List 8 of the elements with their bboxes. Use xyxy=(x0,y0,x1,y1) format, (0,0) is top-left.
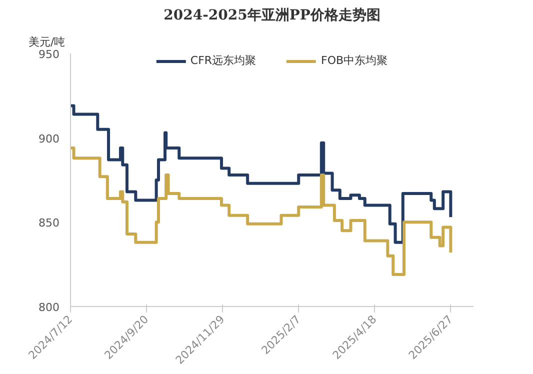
y-tick-label: 950 xyxy=(38,48,60,61)
legend-label: FOB中东均聚 xyxy=(321,53,388,68)
chart-title: 2024-2025年亚洲PP价格走势图 xyxy=(164,8,380,24)
y-tick-label: 800 xyxy=(38,301,60,314)
y-tick-label: 900 xyxy=(38,132,60,146)
y-tick-label: 850 xyxy=(38,216,60,230)
y-axis-title: 美元/吨 xyxy=(28,36,66,48)
legend-label: CFR远东均聚 xyxy=(190,53,256,68)
